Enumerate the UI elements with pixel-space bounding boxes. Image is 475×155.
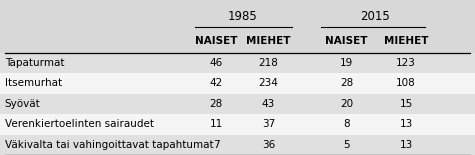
Text: 5: 5 — [343, 140, 350, 150]
Text: NAISET: NAISET — [325, 36, 368, 46]
Text: 108: 108 — [396, 78, 416, 88]
Text: Itsemurhat: Itsemurhat — [5, 78, 62, 88]
Text: Väkivalta tai vahingoittavat tapahtumat: Väkivalta tai vahingoittavat tapahtumat — [5, 140, 213, 150]
Text: 19: 19 — [340, 58, 353, 68]
Bar — [0, 53, 475, 73]
Text: MIEHET: MIEHET — [384, 36, 428, 46]
Text: 1985: 1985 — [228, 10, 257, 23]
Text: 218: 218 — [258, 58, 278, 68]
Bar — [0, 94, 475, 114]
Text: 7: 7 — [213, 140, 219, 150]
Text: 43: 43 — [262, 99, 275, 109]
Bar — [0, 135, 475, 155]
Text: 2015: 2015 — [361, 10, 390, 23]
Bar — [0, 114, 475, 135]
Text: NAISET: NAISET — [195, 36, 238, 46]
Bar — [0, 5, 475, 53]
Text: 36: 36 — [262, 140, 275, 150]
Text: MIEHET: MIEHET — [246, 36, 291, 46]
Text: 123: 123 — [396, 58, 416, 68]
Text: 28: 28 — [340, 78, 353, 88]
Text: 37: 37 — [262, 119, 275, 129]
Text: 46: 46 — [209, 58, 223, 68]
Text: Tapaturmat: Tapaturmat — [5, 58, 64, 68]
Text: 13: 13 — [399, 119, 413, 129]
Text: 234: 234 — [258, 78, 278, 88]
Bar — [0, 73, 475, 94]
Text: 15: 15 — [399, 99, 413, 109]
Text: 42: 42 — [209, 78, 223, 88]
Text: 20: 20 — [340, 99, 353, 109]
Text: 8: 8 — [343, 119, 350, 129]
Text: Syövät: Syövät — [5, 99, 40, 109]
Text: 28: 28 — [209, 99, 223, 109]
Text: 13: 13 — [399, 140, 413, 150]
Text: 11: 11 — [209, 119, 223, 129]
Text: Verenkiertoelinten sairaudet: Verenkiertoelinten sairaudet — [5, 119, 154, 129]
